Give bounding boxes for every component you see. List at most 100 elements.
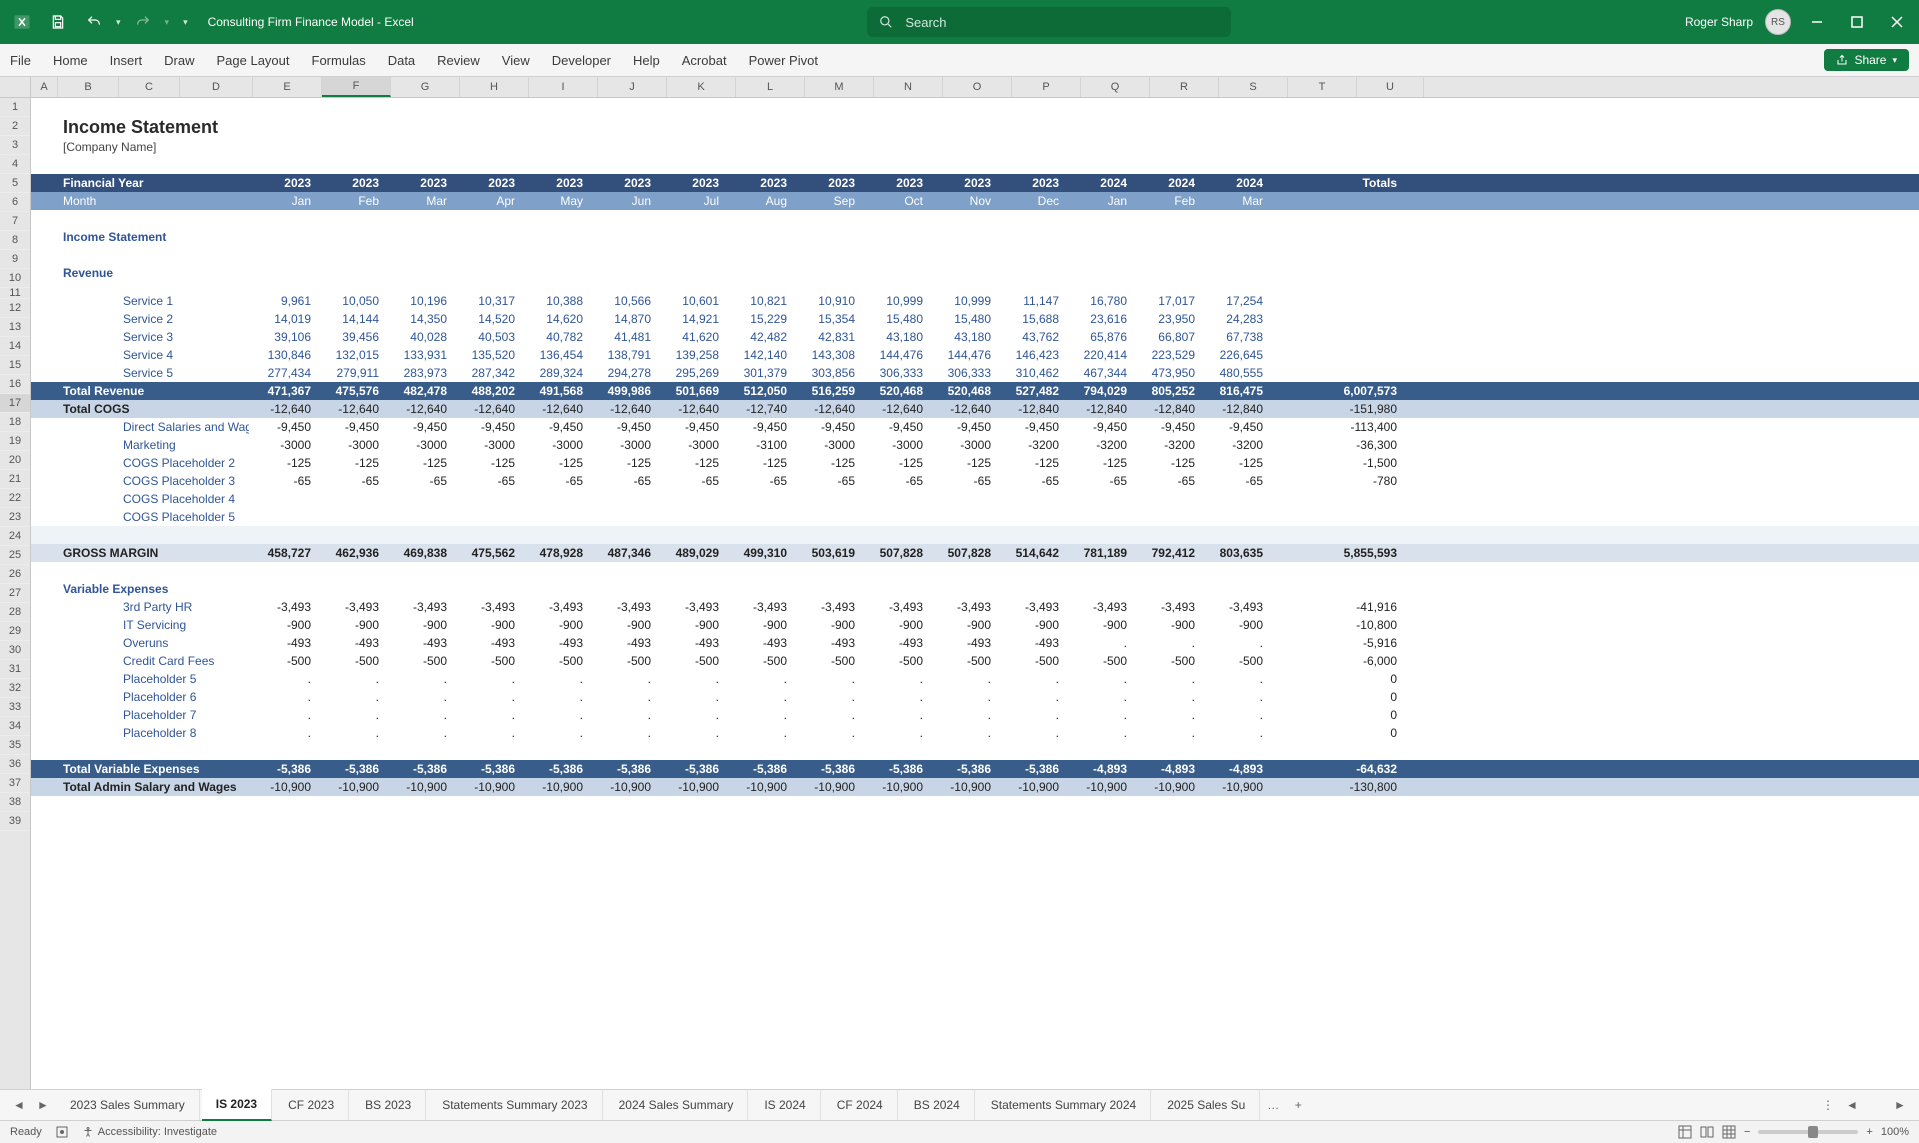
cell[interactable]: 294,278 — [589, 366, 657, 380]
cell[interactable]: Revenue — [57, 266, 317, 280]
cell[interactable]: . — [1065, 672, 1133, 686]
cell[interactable]: 527,482 — [997, 384, 1065, 398]
cell[interactable]: -125 — [589, 456, 657, 470]
cell[interactable]: [Company Name] — [57, 140, 317, 154]
cell[interactable]: -9,450 — [317, 420, 385, 434]
search-input[interactable] — [903, 14, 1219, 31]
cell[interactable]: -10,900 — [1201, 780, 1269, 794]
cell[interactable]: -12,840 — [997, 402, 1065, 416]
cell[interactable]: -500 — [1065, 654, 1133, 668]
cell[interactable]: -113,400 — [1337, 420, 1403, 434]
cell[interactable]: 488,202 — [453, 384, 521, 398]
cell[interactable]: 462,936 — [317, 546, 385, 560]
cell[interactable]: 10,999 — [861, 294, 929, 308]
cell[interactable]: 507,828 — [861, 546, 929, 560]
cell[interactable]: . — [521, 672, 589, 686]
cell[interactable]: -500 — [861, 654, 929, 668]
cell[interactable]: -12,640 — [861, 402, 929, 416]
cell[interactable]: 5,855,593 — [1337, 546, 1403, 560]
cell[interactable]: Total Admin Salary and Wages — [57, 780, 249, 794]
cell[interactable]: . — [861, 708, 929, 722]
cell[interactable]: Service 1 — [117, 294, 249, 308]
cell[interactable]: Service 5 — [117, 366, 249, 380]
cell[interactable]: -3000 — [793, 438, 861, 452]
cell[interactable]: -65 — [929, 474, 997, 488]
cell[interactable]: 15,480 — [861, 312, 929, 326]
cell[interactable]: -3000 — [385, 438, 453, 452]
tab-options-icon[interactable]: ⋮ — [1817, 1098, 1839, 1112]
cell[interactable]: 132,015 — [317, 348, 385, 362]
cell[interactable]: -3200 — [1065, 438, 1133, 452]
row-header[interactable]: 1 — [0, 98, 30, 117]
cell[interactable]: 42,482 — [725, 330, 793, 344]
cell[interactable]: -500 — [997, 654, 1065, 668]
cell[interactable]: -6,000 — [1337, 654, 1403, 668]
cell[interactable]: -493 — [997, 636, 1065, 650]
cell[interactable]: -12,840 — [1133, 402, 1201, 416]
cell[interactable]: . — [317, 726, 385, 740]
view-layout-icon[interactable] — [1700, 1125, 1714, 1139]
cell[interactable]: 139,258 — [657, 348, 725, 362]
cell[interactable]: 39,456 — [317, 330, 385, 344]
cell[interactable]: Placeholder 6 — [117, 690, 249, 704]
sheet-tab[interactable]: IS 2024 — [750, 1090, 820, 1120]
cell[interactable]: -12,840 — [1201, 402, 1269, 416]
cell[interactable]: -3,493 — [589, 600, 657, 614]
tab-next-icon[interactable]: ► — [32, 1098, 54, 1112]
minimize-icon[interactable] — [1803, 8, 1831, 36]
cell[interactable]: 10,317 — [453, 294, 521, 308]
row-header[interactable]: 6 — [0, 193, 30, 212]
redo-icon[interactable] — [129, 8, 157, 36]
ribbon-tab[interactable]: Page Layout — [217, 53, 290, 68]
cell[interactable]: 458,727 — [249, 546, 317, 560]
cell[interactable]: -10,900 — [385, 780, 453, 794]
cell[interactable]: . — [1065, 726, 1133, 740]
cell[interactable]: -3,493 — [929, 600, 997, 614]
cell[interactable]: 516,259 — [793, 384, 861, 398]
cell[interactable]: 14,019 — [249, 312, 317, 326]
column-header[interactable]: O — [943, 77, 1012, 97]
cell[interactable]: -65 — [589, 474, 657, 488]
cell[interactable]: -9,450 — [997, 420, 1065, 434]
cell[interactable]: Aug — [725, 194, 793, 208]
sheet-tab[interactable]: CF 2024 — [823, 1090, 898, 1120]
cell[interactable]: . — [453, 708, 521, 722]
cell[interactable]: -3000 — [589, 438, 657, 452]
cell[interactable]: -9,450 — [1201, 420, 1269, 434]
column-header[interactable]: H — [460, 77, 529, 97]
cell[interactable]: . — [521, 708, 589, 722]
cell[interactable]: . — [997, 690, 1065, 704]
cell[interactable]: Mar — [385, 194, 453, 208]
cell[interactable]: 42,831 — [793, 330, 861, 344]
row-header[interactable]: 25 — [0, 546, 30, 565]
column-header[interactable]: Q — [1081, 77, 1150, 97]
cell[interactable]: . — [1065, 690, 1133, 704]
row-header[interactable]: 35 — [0, 736, 30, 755]
cell[interactable]: 144,476 — [929, 348, 997, 362]
cell[interactable]: . — [861, 672, 929, 686]
cell[interactable]: Feb — [1133, 194, 1201, 208]
ribbon-tab[interactable]: Insert — [110, 53, 143, 68]
cell[interactable]: -9,450 — [249, 420, 317, 434]
save-icon[interactable] — [44, 8, 72, 36]
cell[interactable]: -493 — [589, 636, 657, 650]
cell[interactable]: -65 — [725, 474, 793, 488]
cell[interactable]: -500 — [317, 654, 385, 668]
spreadsheet-grid[interactable]: 1234567891011121314151617181920212223242… — [0, 98, 1919, 1089]
cell[interactable]: 41,481 — [589, 330, 657, 344]
cell[interactable]: 136,454 — [521, 348, 589, 362]
cell[interactable]: . — [1065, 636, 1133, 650]
cell[interactable]: 2023 — [453, 176, 521, 190]
cell[interactable]: . — [997, 708, 1065, 722]
cell[interactable]: 803,635 — [1201, 546, 1269, 560]
row-header[interactable]: 34 — [0, 717, 30, 736]
cell[interactable]: 491,568 — [521, 384, 589, 398]
cell[interactable]: 478,928 — [521, 546, 589, 560]
cell[interactable]: 310,462 — [997, 366, 1065, 380]
cell[interactable]: . — [793, 672, 861, 686]
cell[interactable]: Overuns — [117, 636, 249, 650]
row-header[interactable]: 16 — [0, 375, 30, 394]
zoom-out-icon[interactable]: − — [1744, 1126, 1750, 1138]
cell[interactable]: -500 — [793, 654, 861, 668]
cell[interactable]: IT Servicing — [117, 618, 249, 632]
